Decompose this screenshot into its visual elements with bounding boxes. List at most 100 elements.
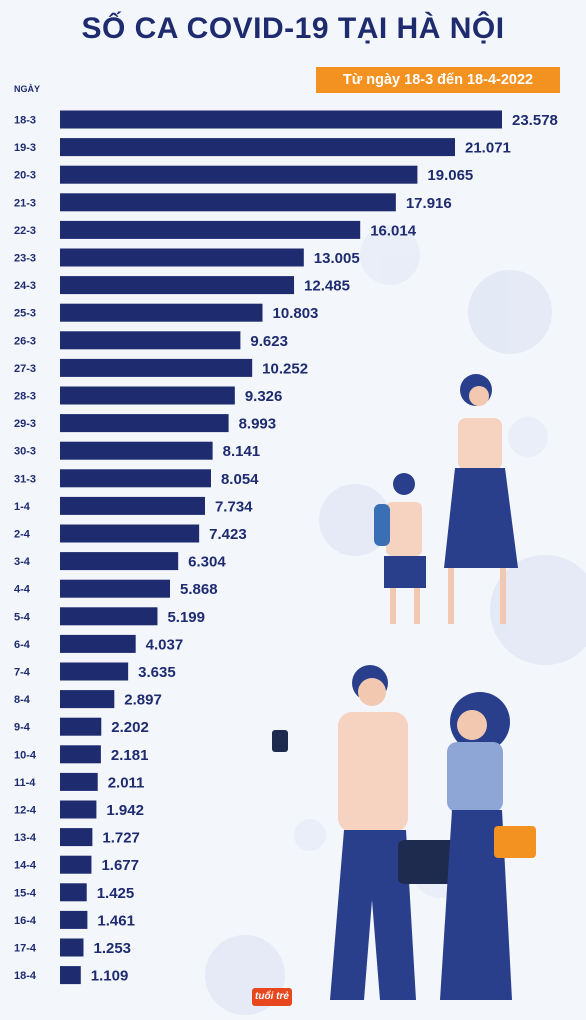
category-label: 18-3 xyxy=(14,115,36,127)
category-label: 29-3 xyxy=(14,418,36,430)
bar xyxy=(60,469,211,488)
value-label: 19.065 xyxy=(427,167,473,184)
category-label: 22-3 xyxy=(14,225,36,237)
bar xyxy=(60,552,179,571)
value-label: 5.199 xyxy=(167,609,205,626)
bars-group: 18-3 23.578 19-3 21.071 20-3 19.065 21-3 17.916… xyxy=(14,110,558,985)
bar xyxy=(60,110,502,129)
people-illustration-icon xyxy=(272,374,536,1000)
bar xyxy=(60,690,115,709)
value-label: 17.916 xyxy=(406,195,452,212)
value-label: 8.141 xyxy=(223,443,261,460)
category-label: 14-4 xyxy=(14,860,37,872)
value-label: 2.202 xyxy=(111,719,149,736)
category-label: 17-4 xyxy=(14,943,37,955)
category-label: 24-3 xyxy=(14,280,36,292)
value-label: 21.071 xyxy=(465,140,511,157)
value-label: 8.054 xyxy=(221,471,259,488)
category-label: 15-4 xyxy=(14,887,37,899)
category-label: 25-3 xyxy=(14,308,36,320)
date-range-badge: Từ ngày 18-3 đến 18-4-2022 xyxy=(316,67,560,93)
category-label: 11-4 xyxy=(14,777,36,789)
value-label: 2.011 xyxy=(108,774,145,791)
value-label: 4.037 xyxy=(146,636,184,653)
bar xyxy=(60,579,171,598)
virus-decoration-icon xyxy=(205,225,586,1015)
bar xyxy=(60,220,361,239)
value-label: 5.868 xyxy=(180,581,218,598)
category-label: 18-4 xyxy=(14,970,37,982)
category-label: 23-3 xyxy=(14,253,36,265)
category-label: 3-4 xyxy=(14,556,31,568)
value-label: 2.181 xyxy=(111,747,149,764)
bar xyxy=(60,828,93,847)
value-label: 13.005 xyxy=(314,250,360,267)
category-label: 2-4 xyxy=(14,529,31,541)
category-label: 16-4 xyxy=(14,915,37,927)
value-label: 23.578 xyxy=(512,112,558,129)
bar xyxy=(60,800,97,819)
bar xyxy=(60,966,81,985)
value-label: 2.897 xyxy=(124,692,162,709)
bar xyxy=(60,745,101,764)
bar xyxy=(60,883,87,902)
value-label: 9.326 xyxy=(245,388,283,405)
bar xyxy=(60,855,92,874)
newspaper-logo: tuổi trẻ xyxy=(252,988,292,1006)
bar xyxy=(60,938,84,957)
value-label: 1.425 xyxy=(97,885,135,902)
bar xyxy=(60,248,304,267)
y-axis-title: NGÀY xyxy=(14,84,41,94)
bar xyxy=(60,910,88,929)
category-label: 19-3 xyxy=(14,142,36,154)
bar xyxy=(60,165,418,184)
bar xyxy=(60,276,295,295)
bar xyxy=(60,441,213,460)
category-label: 9-4 xyxy=(14,722,31,734)
value-label: 1.677 xyxy=(101,857,139,874)
bar xyxy=(60,358,253,377)
value-label: 3.635 xyxy=(138,664,176,681)
value-label: 8.993 xyxy=(239,416,277,433)
value-label: 7.734 xyxy=(215,498,253,515)
value-label: 1.109 xyxy=(91,968,129,985)
category-label: 30-3 xyxy=(14,446,36,458)
bar xyxy=(60,607,158,626)
value-label: 10.252 xyxy=(262,360,308,377)
value-label: 1.253 xyxy=(93,940,131,957)
category-label: 21-3 xyxy=(14,197,36,209)
value-label: 10.803 xyxy=(273,305,319,322)
category-label: 4-4 xyxy=(14,584,31,596)
bar xyxy=(60,303,263,322)
bar xyxy=(60,414,229,433)
category-label: 13-4 xyxy=(14,832,37,844)
bar xyxy=(60,496,205,515)
bar xyxy=(60,717,102,736)
bar xyxy=(60,634,136,653)
category-label: 26-3 xyxy=(14,335,36,347)
category-label: 12-4 xyxy=(14,805,37,817)
category-label: 27-3 xyxy=(14,363,36,375)
category-label: 31-3 xyxy=(14,473,36,485)
value-label: 9.623 xyxy=(250,333,288,350)
value-label: 1.942 xyxy=(106,802,144,819)
category-label: 20-3 xyxy=(14,170,36,182)
category-label: 7-4 xyxy=(14,667,31,679)
category-label: 10-4 xyxy=(14,749,37,761)
bar xyxy=(60,772,98,791)
category-label: 5-4 xyxy=(14,611,31,623)
value-label: 1.727 xyxy=(102,830,140,847)
category-label: 28-3 xyxy=(14,391,36,403)
value-label: 1.461 xyxy=(97,912,135,929)
value-label: 6.304 xyxy=(188,554,226,571)
bar xyxy=(60,193,396,212)
bar xyxy=(60,331,241,350)
category-label: 6-4 xyxy=(14,639,31,651)
bar xyxy=(60,524,200,543)
bar xyxy=(60,662,129,681)
bar xyxy=(60,386,235,405)
bar xyxy=(60,138,456,157)
value-label: 7.423 xyxy=(209,526,247,543)
page-title: SỐ CA COVID-19 TẠI HÀ NỘI xyxy=(81,12,505,45)
